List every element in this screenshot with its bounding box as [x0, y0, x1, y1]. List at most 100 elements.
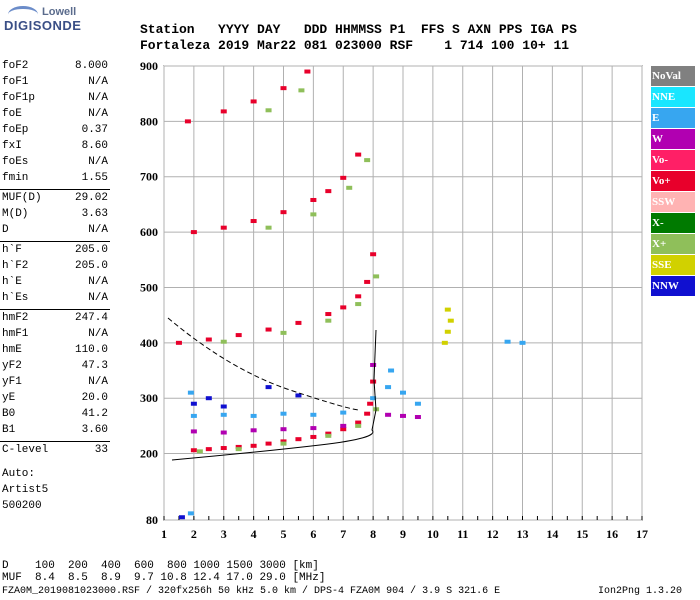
- param-name: foF1: [2, 76, 29, 88]
- data-point: [325, 189, 332, 194]
- param-value: N/A: [88, 328, 108, 340]
- data-point: [340, 423, 347, 428]
- data-point: [355, 302, 362, 307]
- data-point: [250, 443, 257, 448]
- logo-line1: Lowell: [42, 6, 77, 18]
- x-tick-label: 11: [457, 527, 468, 541]
- x-tick-label: 4: [251, 527, 257, 541]
- data-point: [355, 420, 362, 425]
- y-tick-label: 600: [140, 225, 158, 239]
- param-separator: [0, 309, 110, 310]
- x-tick-label: 2: [191, 527, 197, 541]
- autoscale-code: 500200: [2, 500, 42, 512]
- legend-item: NNE: [651, 87, 695, 107]
- data-point: [325, 431, 332, 436]
- data-point: [295, 437, 302, 442]
- param-row: hmE 110.0: [2, 344, 108, 360]
- data-point: [280, 427, 287, 432]
- data-point: [265, 225, 272, 230]
- y-tick-label: 500: [140, 280, 158, 294]
- autoscale-method: Artist5: [2, 484, 49, 496]
- data-point: [504, 339, 511, 344]
- data-point: [280, 411, 287, 416]
- data-point: [250, 99, 257, 104]
- data-point: [205, 447, 212, 452]
- param-value: 47.3: [81, 360, 108, 372]
- y-tick-label: 300: [140, 391, 158, 405]
- data-point: [184, 119, 191, 124]
- data-point: [370, 252, 377, 257]
- data-point: [235, 333, 242, 338]
- data-point: [265, 327, 272, 332]
- data-point: [400, 413, 406, 418]
- data-point: [340, 410, 347, 415]
- data-point: [280, 330, 287, 335]
- param-value: 205.0: [74, 244, 108, 256]
- data-point: [280, 210, 287, 215]
- param-name: h`F: [2, 244, 22, 256]
- x-tick-label: 16: [606, 527, 618, 541]
- param-row: hmF1 N/A: [2, 328, 108, 344]
- x-tick-label: 14: [546, 527, 558, 541]
- data-point: [367, 401, 374, 406]
- data-point: [220, 109, 227, 114]
- data-point: [220, 412, 227, 417]
- x-tick-label: 10: [427, 527, 439, 541]
- data-point: [190, 230, 197, 235]
- legend-item: X+: [651, 234, 695, 254]
- y-tick-label: 200: [140, 447, 158, 461]
- param-value: 3.63: [81, 208, 108, 220]
- data-point: [346, 185, 353, 190]
- param-separator: [0, 241, 110, 242]
- param-row: C-level 33: [2, 444, 108, 460]
- param-row: fmin 1.55: [2, 172, 108, 188]
- param-value: 33: [94, 444, 108, 456]
- data-point: [388, 368, 395, 373]
- legend-item: SSW: [651, 192, 695, 212]
- data-point: [178, 515, 185, 520]
- param-name: foF2: [2, 60, 29, 72]
- param-value: N/A: [88, 92, 108, 104]
- data-point: [364, 279, 371, 284]
- param-name: M(D): [2, 208, 29, 220]
- param-row: hmF2 247.4: [2, 312, 108, 328]
- param-name: fmin: [2, 172, 29, 184]
- param-name: D: [2, 224, 9, 236]
- param-name: MUF(D): [2, 192, 42, 204]
- param-separator: [0, 189, 110, 190]
- data-point: [364, 411, 371, 416]
- data-point: [370, 362, 377, 367]
- param-name: foEp: [2, 124, 29, 136]
- param-row: MUF(D) 29.02: [2, 192, 108, 208]
- param-value: 205.0: [74, 260, 108, 272]
- data-point: [187, 390, 194, 395]
- param-row: h`E N/A: [2, 276, 108, 292]
- data-point: [190, 448, 197, 453]
- param-name: foEs: [2, 156, 29, 168]
- data-point: [373, 274, 380, 279]
- param-value: N/A: [88, 276, 108, 288]
- data-point: [364, 158, 371, 163]
- footer-muf-row: MUF 8.4 8.5 8.9 9.7 10.8 12.4 17.0 29.0 …: [2, 572, 326, 584]
- data-point: [295, 393, 302, 398]
- legend-item: NNW: [651, 276, 695, 296]
- data-point: [280, 86, 287, 91]
- param-row: B0 41.2: [2, 408, 108, 424]
- data-point: [280, 439, 287, 444]
- param-value: 247.4: [74, 312, 108, 324]
- param-value: N/A: [88, 108, 108, 120]
- param-name: hmE: [2, 344, 22, 356]
- data-point: [250, 219, 257, 224]
- data-point: [175, 340, 182, 345]
- param-name: fxI: [2, 140, 22, 152]
- param-row: B1 3.60: [2, 424, 108, 440]
- x-tick-label: 6: [310, 527, 316, 541]
- data-point: [325, 312, 332, 317]
- param-name: B1: [2, 424, 16, 436]
- param-value: 1.55: [81, 172, 108, 184]
- param-value: 0.37: [81, 124, 108, 136]
- param-value: 29.02: [74, 192, 108, 204]
- param-value: N/A: [88, 292, 108, 304]
- y-tick-label: 900: [140, 59, 158, 73]
- param-row: yE 20.0: [2, 392, 108, 408]
